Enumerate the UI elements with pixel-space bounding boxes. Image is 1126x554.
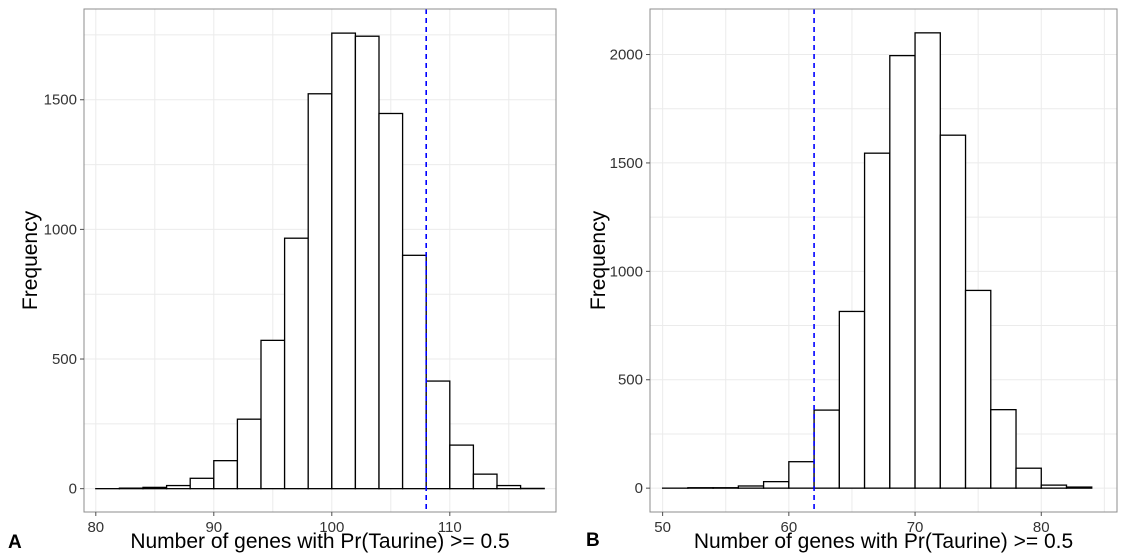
panel-a-bar (236, 418, 262, 490)
panel-a-x-tick-label: 80 (87, 519, 104, 536)
panel-b-bar (863, 152, 891, 489)
panel-b-x-tick-label: 50 (654, 519, 671, 536)
panel-a-y-axis-title: Frequency (19, 210, 42, 310)
panel-b-bar (964, 289, 992, 489)
panel-b-y-tick-label: 1000 (610, 263, 643, 280)
panel-a-bar (213, 460, 239, 490)
panel-b-bar (762, 480, 790, 489)
panel-a-bar (165, 484, 191, 490)
panel-a-bar (189, 477, 215, 490)
panel-a-border (83, 8, 557, 513)
panel-b-x-tick-label: 70 (907, 519, 924, 536)
panel-b-bar (889, 54, 916, 489)
panel-b-y-tick-label: 1500 (610, 155, 643, 172)
panel-a-bar (472, 473, 498, 490)
panel-a-bar (425, 380, 451, 490)
panel-b-y-tick-label: 0 (635, 480, 643, 497)
panel-b-x-tick-label: 80 (1033, 519, 1050, 536)
panel-b-x-tick-label: 60 (780, 519, 797, 536)
panel-b-y-tick-label: 500 (618, 372, 643, 389)
panel-a-bars (95, 32, 545, 490)
panel-b-y-axis-title: Frequency (587, 210, 610, 310)
panel-b-bar (737, 485, 765, 489)
panel-a: 80 90 100 110 0 500 1000 1500 Number of genes w… (8, 8, 557, 553)
panel-b-bar (1065, 486, 1093, 489)
panel-a-bar (118, 487, 144, 490)
panel-b-bar (813, 409, 840, 489)
panel-a-bar (307, 93, 333, 490)
panel-a-y-tick-label: 0 (69, 481, 77, 498)
panel-a-label: A (8, 532, 22, 553)
panel-b: 50 60 70 80 0 500 1000 1500 2000 Number of genes… (586, 8, 1118, 553)
panel-b-y-tick-label: 2000 (610, 47, 643, 64)
panel-a-bar (496, 484, 522, 490)
panel-b-border (649, 8, 1118, 513)
panel-b-bar (1040, 484, 1068, 489)
panel-b-bar (990, 409, 1017, 489)
panel-a-y-tick-label: 1500 (44, 92, 77, 109)
panel-a-bar (449, 444, 475, 490)
panel-a-bar (401, 254, 427, 490)
panel-b-bar (939, 134, 967, 489)
panel-a-bar (331, 32, 357, 490)
panel-b-axes: 50 60 70 80 0 500 1000 1500 2000 (610, 47, 1050, 536)
panel-b-bar (788, 461, 815, 489)
panel-a-x-tick-label: 90 (205, 519, 222, 536)
panel-b-bar (1015, 467, 1042, 489)
panel-b-label: B (586, 530, 600, 551)
panel-b-x-axis-title: Number of genes with Pr(Taurine) >= 0.5 (694, 530, 1073, 553)
panel-a-x-tick-label: 110 (438, 519, 462, 536)
panel-b-bar (914, 32, 941, 489)
panel-b-bars (661, 32, 1093, 489)
panel-a-x-axis-title: Number of genes with Pr(Taurine) >= 0.5 (130, 530, 509, 553)
panel-a-bar (283, 237, 309, 490)
panel-a-axes: 80 90 100 110 0 500 1000 1500 (44, 92, 462, 536)
panel-a-bar (378, 112, 404, 490)
panel-b-bar (838, 310, 866, 489)
panel-a-y-tick-label: 500 (52, 351, 77, 368)
panel-a-bar (354, 35, 380, 490)
panel-a-bar (142, 486, 168, 490)
panel-a-y-tick-label: 1000 (44, 221, 77, 238)
panel-a-x-tick-label: 100 (319, 519, 344, 536)
panel-a-bar (260, 339, 286, 490)
